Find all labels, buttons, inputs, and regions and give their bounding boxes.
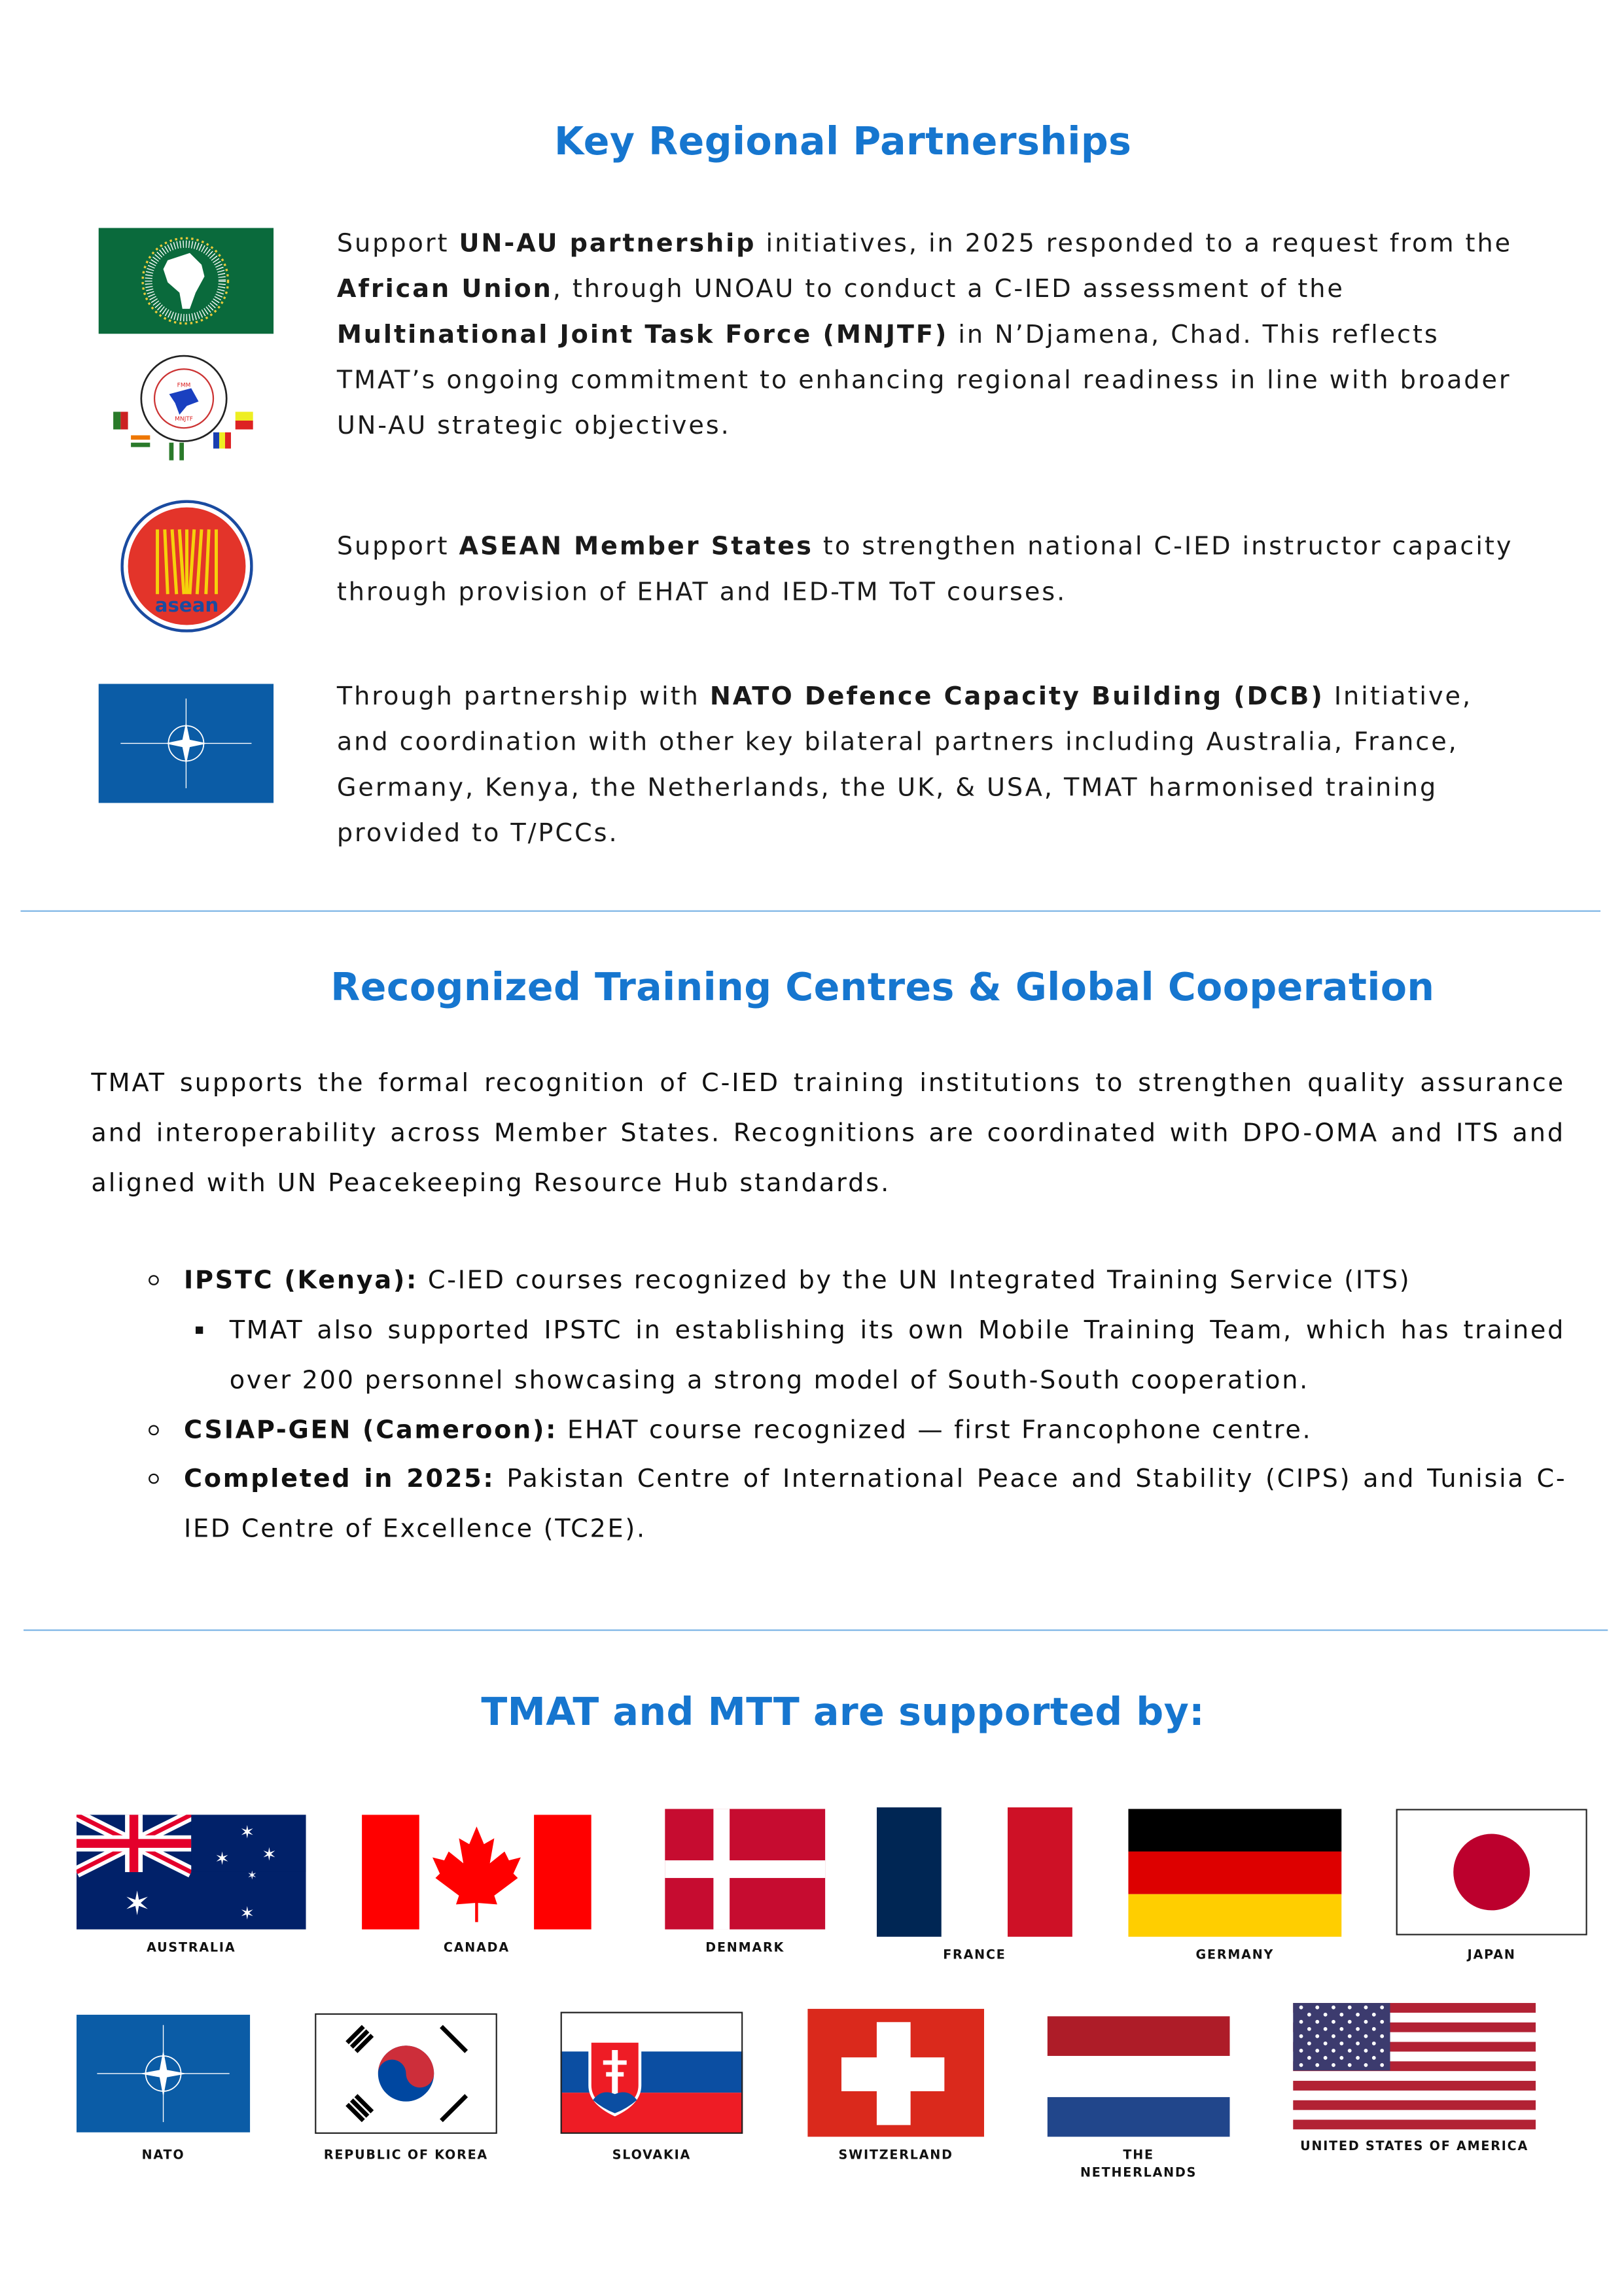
text: EHAT course recognized — first Francopho…	[557, 1416, 1313, 1446]
svg-text:✶: ✶	[247, 1869, 257, 1883]
flag-label: CANADA	[443, 1941, 510, 1957]
bold-text: CSIAP-GEN (Cameroon):	[184, 1416, 558, 1446]
flag-label: JAPAN	[1467, 1948, 1516, 1964]
bold-text: ASEAN Member States	[459, 532, 813, 562]
svg-text:✶: ✶	[239, 1904, 255, 1924]
flag-label: REPUBLIC OF KOREA	[323, 2148, 489, 2164]
flag-germany	[1128, 1809, 1342, 1937]
flag-denmark	[665, 1809, 826, 1930]
flag-united-states-of-america	[1293, 2003, 1536, 2130]
text: Initiative, and coordination with other …	[336, 682, 1473, 849]
bullet-circle	[149, 1275, 159, 1285]
text: C-IED courses recognized by the UN Integ…	[417, 1266, 1411, 1296]
training-intro: TMAT supports the formal recognition of …	[91, 1069, 1566, 1199]
flag-switzerland	[807, 2009, 985, 2137]
flag-the-netherlands	[1047, 2016, 1230, 2137]
text: to strengthen national C-IED instructor …	[336, 532, 1513, 608]
nato-flag	[98, 684, 274, 803]
section-title-supporters: TMAT and MTT are supported by:	[481, 1691, 1205, 1735]
flag-france	[876, 1807, 1072, 1937]
text: in N’Djamena, Chad. This reflects TMAT’s…	[336, 321, 1511, 442]
flag-nato	[76, 2015, 251, 2132]
svg-text:✶: ✶	[124, 1885, 150, 1922]
flag-label: THE NETHERLANDS	[1048, 2147, 1230, 2182]
label-line: THE	[1123, 2148, 1154, 2164]
paragraph-nato: Through partnership with NATO Defence Ca…	[337, 675, 1514, 858]
divider	[20, 910, 1601, 912]
flag-label: SLOVAKIA	[612, 2148, 692, 2164]
flag-canada	[362, 1815, 591, 1930]
asean-emblem: asean	[120, 500, 253, 633]
mnjtf-logo: FMM MNJTF	[111, 353, 258, 462]
flag-japan	[1396, 1809, 1587, 1936]
svg-text:✶: ✶	[239, 1822, 255, 1843]
bullet-ipstc: IPSTC (Kenya): C-IED courses recognized …	[184, 1256, 1566, 1306]
divider	[23, 1629, 1608, 1631]
bullet-circle	[149, 1425, 159, 1436]
flag-label: GERMANY	[1195, 1948, 1275, 1964]
flag-label: FRANCE	[943, 1948, 1006, 1964]
text: Support	[336, 532, 459, 562]
svg-text:MNJTF: MNJTF	[175, 416, 193, 423]
african-union-flag	[98, 228, 274, 334]
flag-republic-of-korea	[315, 2013, 497, 2134]
svg-text:✶: ✶	[262, 1845, 277, 1865]
bold-text: IPSTC (Kenya):	[184, 1266, 418, 1296]
text: Support	[336, 229, 459, 259]
bold-text: UN-AU partnership	[459, 229, 756, 259]
paragraph-un-au: Support UN-AU partnership initiatives, i…	[337, 222, 1514, 449]
flag-label: UNITED STATES OF AMERICA	[1300, 2140, 1529, 2155]
section-title-training-centres: Recognized Training Centres & Global Coo…	[330, 966, 1435, 1011]
flag-label: NATO	[141, 2148, 185, 2164]
bold-text: African Union	[336, 275, 553, 305]
bold-text: NATO Defence Capacity Building (DCB)	[709, 682, 1324, 712]
sub-bullet-mtt: TMAT also supported IPSTC in establishin…	[229, 1316, 1566, 1396]
flag-label: SWITZERLAND	[838, 2148, 953, 2164]
text: , through UNOAU to conduct a C-IED asses…	[552, 275, 1345, 305]
section-title-regional: Key Regional Partnerships	[554, 120, 1132, 165]
flag-slovakia	[560, 2011, 743, 2134]
label-line: NETHERLANDS	[1080, 2166, 1197, 2182]
text: Pakistan Centre of International Peace a…	[184, 1465, 1567, 1544]
bullet-square	[196, 1326, 203, 1334]
svg-text:FMM: FMM	[177, 382, 191, 389]
flag-label: DENMARK	[705, 1941, 785, 1957]
bold-text: Multinational Joint Task Force (MNJTF)	[336, 321, 949, 351]
paragraph-asean: Support ASEAN Member States to strengthe…	[337, 525, 1514, 616]
bold-text: Completed in 2025:	[184, 1465, 495, 1495]
flag-label: AUSTRALIA	[147, 1941, 236, 1957]
svg-text:asean: asean	[155, 594, 219, 616]
bullet-completed: Completed in 2025: Pakistan Centre of In…	[184, 1454, 1566, 1554]
bullet-circle	[149, 1473, 159, 1484]
flag-australia: ✶ ✶ ✶ ✶ ✶ ✶	[76, 1815, 306, 1930]
text: Through partnership with	[336, 682, 710, 712]
bullet-csiap: CSIAP-GEN (Cameroon): EHAT course recogn…	[184, 1406, 1566, 1455]
svg-text:✶: ✶	[215, 1849, 230, 1870]
text: initiatives, in 2025 responded to a requ…	[756, 229, 1513, 259]
